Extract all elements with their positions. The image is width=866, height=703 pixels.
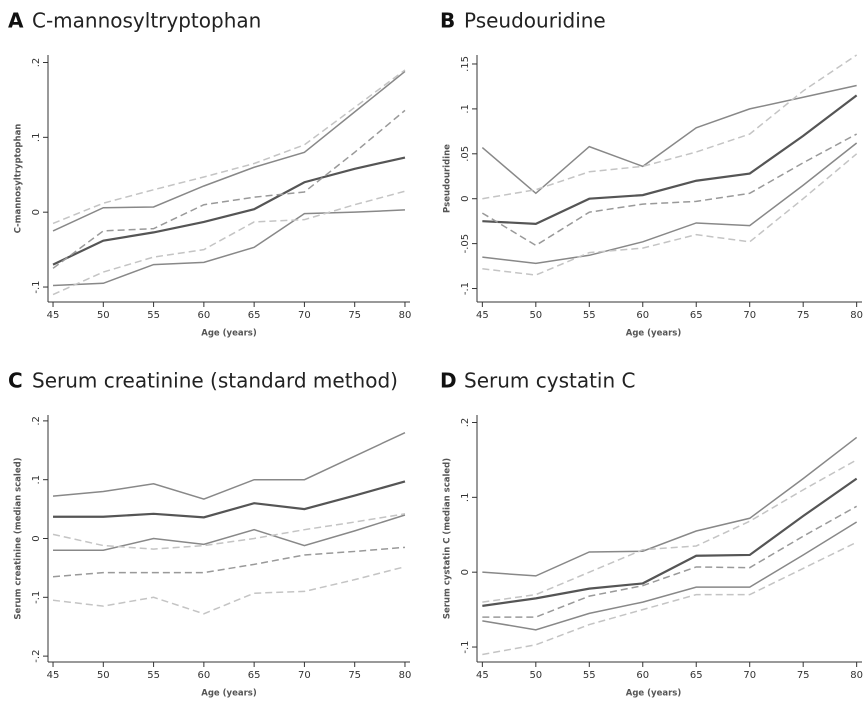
series-line — [52, 431, 406, 500]
x-tick-label: 45 — [476, 310, 489, 321]
x-tick-label: 65 — [248, 310, 261, 321]
y-tick-label: -.2 — [31, 650, 42, 663]
y-tick-label: -.1 — [460, 640, 471, 653]
series-line — [52, 70, 406, 232]
x-tick-label: 45 — [47, 310, 60, 321]
panel-title: Pseudouridine — [464, 9, 606, 33]
x-tick-label: 55 — [583, 670, 596, 681]
y-tick-label: -.1 — [31, 280, 42, 293]
series-line — [52, 566, 406, 615]
series-line — [482, 459, 858, 603]
panel-letter: D — [440, 369, 457, 393]
series-line — [52, 190, 406, 296]
x-tick-label: 70 — [743, 310, 756, 321]
y-tick-label: -.1 — [460, 282, 471, 295]
x-tick-label: 55 — [583, 310, 596, 321]
x-axis-title: Age (years) — [626, 329, 682, 339]
x-tick-label: 80 — [850, 310, 863, 321]
series-line — [52, 109, 406, 269]
x-tick-label: 45 — [47, 670, 60, 681]
series-line — [482, 153, 858, 276]
x-tick-label: 70 — [298, 310, 311, 321]
y-tick-label: .05 — [460, 146, 471, 162]
y-tick-label: -.05 — [460, 234, 471, 254]
y-tick-label: 0 — [31, 535, 42, 541]
series-line — [481, 84, 857, 195]
y-tick-label: -.1 — [31, 591, 42, 604]
x-tick-label: 80 — [850, 670, 863, 681]
y-tick-label: 0 — [31, 209, 42, 215]
x-tick-label: 50 — [529, 310, 542, 321]
y-tick-label: .2 — [31, 58, 42, 68]
series-line — [482, 142, 858, 265]
x-tick-label: 60 — [197, 310, 210, 321]
series-line — [52, 156, 406, 266]
panel-letter: A — [8, 9, 24, 33]
y-tick-label: .1 — [460, 493, 471, 503]
y-tick-label: .1 — [31, 133, 42, 143]
panel-title: C-mannosyltryptophan — [32, 9, 261, 33]
x-tick-label: 60 — [636, 310, 649, 321]
series-line — [482, 436, 858, 577]
panel-letter: B — [440, 9, 455, 33]
series-line — [53, 514, 406, 552]
x-tick-label: 60 — [197, 670, 210, 681]
x-tick-label: 75 — [797, 670, 810, 681]
x-axis-title: Age (years) — [201, 689, 257, 699]
y-tick-label: .1 — [460, 104, 471, 114]
x-tick-label: 75 — [348, 670, 361, 681]
series-line — [482, 505, 858, 618]
x-tick-label: 50 — [97, 670, 110, 681]
panel-title: Serum creatinine (standard method) — [32, 369, 398, 393]
y-axis-title: Serum cystatin C (median scaled) — [443, 458, 453, 619]
x-tick-label: 65 — [690, 310, 703, 321]
x-tick-label: 50 — [529, 670, 542, 681]
series-line — [482, 477, 858, 607]
x-axis-title: Age (years) — [626, 689, 682, 699]
series-line — [53, 480, 406, 519]
x-tick-label: 60 — [636, 670, 649, 681]
y-axis-title: C-mannosyltryptophan — [14, 124, 24, 234]
x-tick-label: 65 — [690, 670, 703, 681]
series-line — [52, 546, 406, 578]
x-tick-label: 75 — [797, 310, 810, 321]
x-tick-label: 75 — [348, 310, 361, 321]
x-tick-label: 70 — [743, 670, 756, 681]
y-tick-label: .1 — [31, 475, 42, 485]
y-tick-label: 0 — [460, 569, 471, 575]
y-tick-label: .2 — [460, 418, 471, 428]
x-tick-label: 65 — [248, 670, 261, 681]
x-tick-label: 50 — [97, 310, 110, 321]
panel-title: Serum cystatin C — [464, 369, 635, 393]
series-line — [482, 541, 857, 656]
series-line — [52, 513, 406, 550]
series-line — [481, 133, 858, 247]
series-line — [482, 94, 858, 225]
x-tick-label: 55 — [147, 310, 160, 321]
x-axis-title: Age (years) — [201, 329, 257, 339]
y-tick-label: .2 — [31, 416, 42, 426]
series-line — [52, 69, 406, 225]
series-line — [482, 54, 858, 200]
y-axis-title: Serum creatinine (median scaled) — [14, 457, 24, 619]
series-line — [52, 209, 406, 287]
x-tick-label: 70 — [298, 670, 311, 681]
x-tick-label: 80 — [399, 310, 412, 321]
x-tick-label: 80 — [399, 670, 412, 681]
y-tick-label: 0 — [460, 196, 471, 202]
x-tick-label: 55 — [147, 670, 160, 681]
panel-letter: C — [8, 369, 23, 393]
y-tick-label: .15 — [460, 56, 471, 72]
x-tick-label: 45 — [476, 670, 489, 681]
series-line — [482, 521, 858, 631]
y-axis-title: Pseudouridine — [443, 144, 453, 213]
